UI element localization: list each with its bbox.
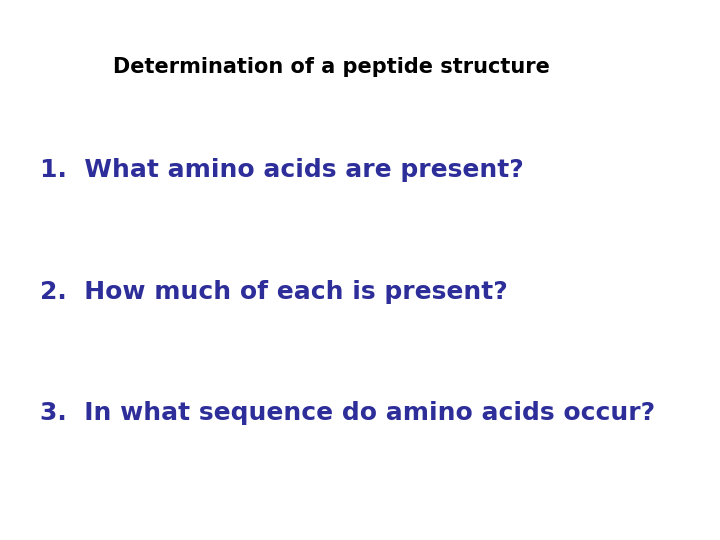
Text: 1.  What amino acids are present?: 1. What amino acids are present?: [40, 158, 523, 182]
Text: 3.  In what sequence do amino acids occur?: 3. In what sequence do amino acids occur…: [40, 401, 654, 425]
Text: Determination of a peptide structure: Determination of a peptide structure: [113, 57, 549, 77]
Text: 2.  How much of each is present?: 2. How much of each is present?: [40, 280, 508, 303]
